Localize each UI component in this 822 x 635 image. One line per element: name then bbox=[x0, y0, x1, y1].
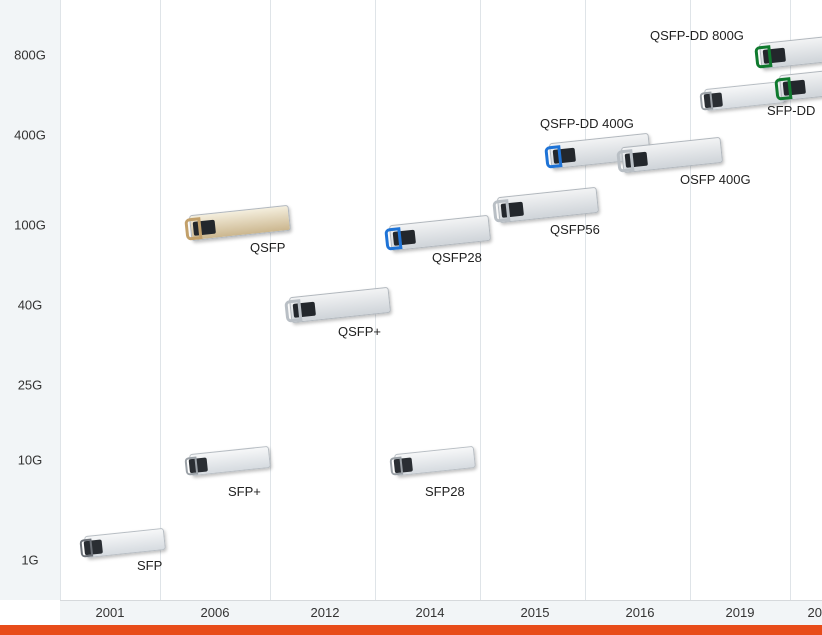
y-tick-label: 800G bbox=[0, 48, 60, 63]
module-body bbox=[189, 205, 291, 241]
module-label: QSFP56 bbox=[550, 222, 600, 237]
module-body bbox=[84, 528, 166, 558]
x-tick-label: 2021 bbox=[808, 605, 822, 620]
module-body bbox=[389, 215, 491, 251]
x-tick-label: 2014 bbox=[416, 605, 445, 620]
transceiver-timeline-chart: 1G 10G 25G 40G 100G 400G 800G SFP SFP+ QSFP QSFP+… bbox=[0, 0, 822, 635]
y-tick-label: 1G bbox=[0, 553, 60, 568]
module-body bbox=[621, 137, 723, 173]
module-bail bbox=[774, 77, 792, 101]
module-bail bbox=[699, 91, 713, 110]
module-osfp800: OSFP 800G bbox=[780, 70, 822, 104]
module-label: QSFP bbox=[250, 240, 285, 255]
module-qsfpplus: QSFP+ bbox=[290, 292, 385, 326]
module-sfp28: SFP28 bbox=[395, 450, 490, 484]
module-label: QSFP+ bbox=[338, 324, 381, 339]
x-tick-label: 2016 bbox=[626, 605, 655, 620]
module-bail bbox=[284, 299, 302, 323]
y-tick-label: 25G bbox=[0, 378, 60, 393]
module-label: QSFP-DD 800G bbox=[650, 28, 744, 43]
vertical-gridline bbox=[60, 0, 61, 600]
x-tick-label: 2019 bbox=[726, 605, 755, 620]
module-bail bbox=[79, 538, 93, 557]
module-bail bbox=[492, 199, 510, 223]
module-osfp400: OSFP 400G bbox=[622, 142, 717, 176]
x-axis: 2001 2006 2012 2014 2015 2016 2019 2021 bbox=[60, 600, 822, 625]
y-tick-label: 400G bbox=[0, 128, 60, 143]
module-bail bbox=[389, 456, 403, 475]
module-body bbox=[497, 187, 599, 223]
module-bail bbox=[184, 217, 202, 241]
module-label: QSFP28 bbox=[432, 250, 482, 265]
module-qsfp56: QSFP56 bbox=[498, 192, 593, 226]
module-label: OSFP 400G bbox=[680, 172, 751, 187]
vertical-gridline bbox=[480, 0, 481, 600]
module-label: SFP bbox=[137, 558, 162, 573]
plot-area: SFP SFP+ QSFP QSFP+ SFP28 QSFP28 QSFP56 QSFP-DD… bbox=[60, 0, 822, 600]
x-tick-label: 2001 bbox=[96, 605, 125, 620]
y-tick-label: 100G bbox=[0, 218, 60, 233]
module-bail bbox=[544, 145, 562, 169]
module-label: QSFP-DD 400G bbox=[540, 116, 634, 131]
module-body bbox=[779, 65, 822, 101]
module-body bbox=[189, 446, 271, 476]
module-body bbox=[759, 33, 822, 69]
module-sfp: SFP bbox=[85, 532, 180, 566]
module-label: SFP-DD bbox=[767, 103, 815, 118]
y-tick-label: 10G bbox=[0, 453, 60, 468]
module-bail bbox=[754, 45, 772, 69]
module-body bbox=[394, 446, 476, 476]
module-body bbox=[289, 287, 391, 323]
vertical-gridline bbox=[270, 0, 271, 600]
module-qsfp28: QSFP28 bbox=[390, 220, 485, 254]
vertical-gridline bbox=[690, 0, 691, 600]
module-qsfp: QSFP bbox=[190, 210, 285, 244]
x-tick-label: 2012 bbox=[311, 605, 340, 620]
bottom-accent-bar bbox=[0, 625, 822, 635]
module-label: SFP+ bbox=[228, 484, 261, 499]
vertical-gridline bbox=[160, 0, 161, 600]
module-bail bbox=[616, 149, 634, 173]
vertical-gridline bbox=[585, 0, 586, 600]
y-tick-label: 40G bbox=[0, 298, 60, 313]
y-axis: 1G 10G 25G 40G 100G 400G 800G bbox=[0, 0, 60, 600]
module-label: SFP28 bbox=[425, 484, 465, 499]
x-tick-label: 2006 bbox=[201, 605, 230, 620]
module-bail bbox=[384, 227, 402, 251]
module-bail bbox=[184, 456, 198, 475]
module-qsfpdd800: QSFP-DD 800G bbox=[760, 38, 822, 72]
module-sfpplus: SFP+ bbox=[190, 450, 285, 484]
x-tick-label: 2015 bbox=[521, 605, 550, 620]
